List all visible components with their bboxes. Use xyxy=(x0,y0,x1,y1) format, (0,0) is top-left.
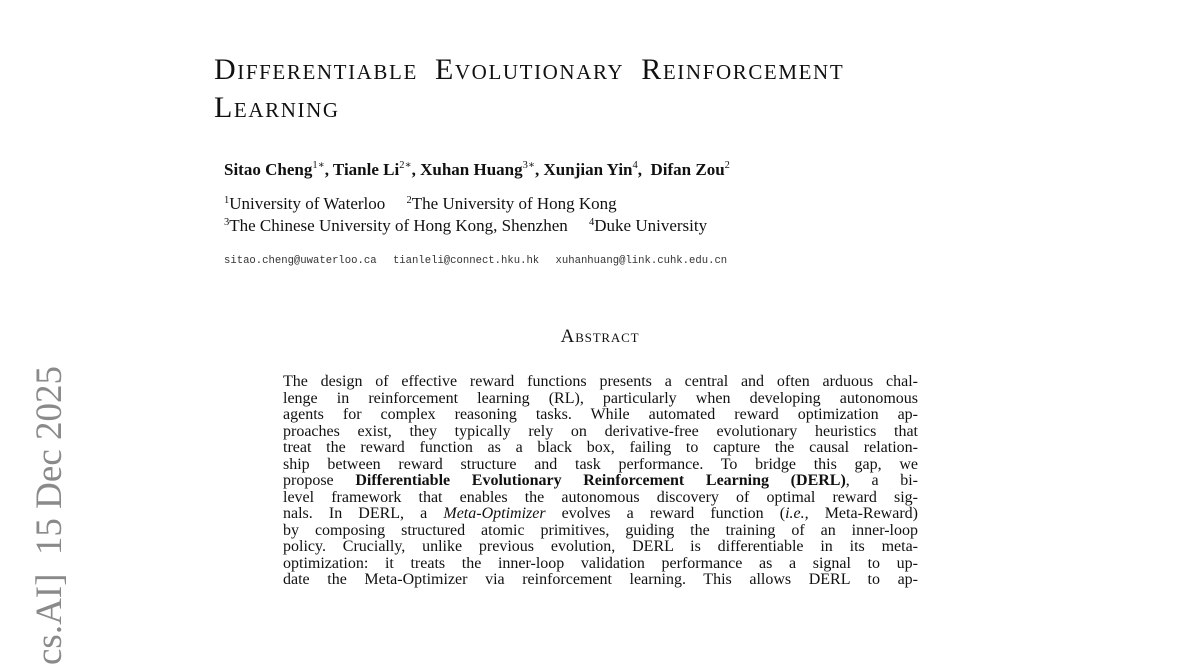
abstract-line: date the Meta-Optimizer via reinforcemen… xyxy=(283,571,918,588)
abstract-line: level framework that enables the autonom… xyxy=(283,488,918,506)
paper-title-line-1: Differentiable Evolutionary Reinforcemen… xyxy=(214,53,845,86)
abstract-heading: Abstract xyxy=(560,326,640,347)
author: Tianle Li xyxy=(332,160,400,179)
author-affiliation-mark: 4 xyxy=(632,160,638,171)
abstract-line: optimization: it treats the inner-loop v… xyxy=(283,554,918,572)
author: Sitao Cheng xyxy=(224,160,313,179)
affiliation-mark: 2 xyxy=(406,195,412,206)
affiliation: Duke University xyxy=(594,216,708,235)
text: propose xyxy=(283,472,356,489)
author-affiliation-mark: 2 xyxy=(724,160,730,171)
email-list: sitao.cheng@uwaterloo.ca tianleli@connec… xyxy=(224,255,737,267)
author: Xuhan Huang xyxy=(420,160,523,179)
abstract-line: proaches exist, they typically rely on d… xyxy=(283,422,918,440)
abstract-line: ship between reward structure and task p… xyxy=(283,455,918,473)
abstract-line: The design of effective reward functions… xyxy=(283,373,918,390)
abstract-line: agents for complex reasoning tasks. Whil… xyxy=(283,406,918,423)
affiliations-line-2: 3The Chinese University of Hong Kong, Sh… xyxy=(224,216,707,236)
method-name: Differentiable Evolutionary Reinforcemen… xyxy=(355,472,846,489)
email: sitao.cheng@uwaterloo.ca xyxy=(224,255,377,267)
author-affiliation-mark: 1∗ xyxy=(312,160,325,171)
author-list: Sitao Cheng1∗, Tianle Li2∗, Xuhan Huang3… xyxy=(224,160,730,179)
affiliation: University of Waterloo xyxy=(229,194,386,213)
text: evolves a reward function ( xyxy=(545,505,786,522)
abstract-line: by composing structured atomic primitive… xyxy=(283,521,918,539)
paper-title-line-2: Learning xyxy=(214,91,340,124)
author-affiliation-mark: 3∗ xyxy=(522,160,536,171)
affiliation-mark: 3 xyxy=(224,217,230,228)
text: , a bi- xyxy=(845,472,919,489)
emphasis: i.e., xyxy=(785,505,809,522)
arxiv-sidebar-stamp: cs.AI] 15 Dec 2025 xyxy=(29,366,70,665)
text: Meta-Reward) xyxy=(808,505,918,522)
affiliation: The University of Hong Kong xyxy=(411,194,617,213)
affiliation-mark: 1 xyxy=(224,195,230,206)
affiliation-mark: 4 xyxy=(589,217,595,228)
emphasis: Meta-Optimizer xyxy=(443,505,546,522)
affiliation: The Chinese University of Hong Kong, She… xyxy=(229,216,568,235)
author: Difan Zou xyxy=(650,160,725,179)
text: nals. In DERL, a xyxy=(283,505,444,522)
abstract-line: treat the reward function as a black box… xyxy=(283,439,918,456)
email: xuhanhuang@link.cuhk.edu.cn xyxy=(555,255,728,267)
abstract-body: The design of effective reward functions… xyxy=(283,373,919,589)
author: Xunjian Yin xyxy=(543,160,633,179)
affiliations-line-1: 1University of Waterloo 2The University … xyxy=(224,194,617,214)
abstract-line: nals. In DERL, a Meta-Optimizer evolves … xyxy=(283,505,918,523)
abstract-line: policy. Crucially, unlike previous evolu… xyxy=(283,538,918,555)
abstract-line: lenge in reinforcement learning (RL), pa… xyxy=(283,389,918,407)
email: tianleli@connect.hku.hk xyxy=(392,255,540,267)
abstract-line: propose Differentiable Evolutionary Rein… xyxy=(283,472,919,490)
author-affiliation-mark: 2∗ xyxy=(399,160,412,171)
